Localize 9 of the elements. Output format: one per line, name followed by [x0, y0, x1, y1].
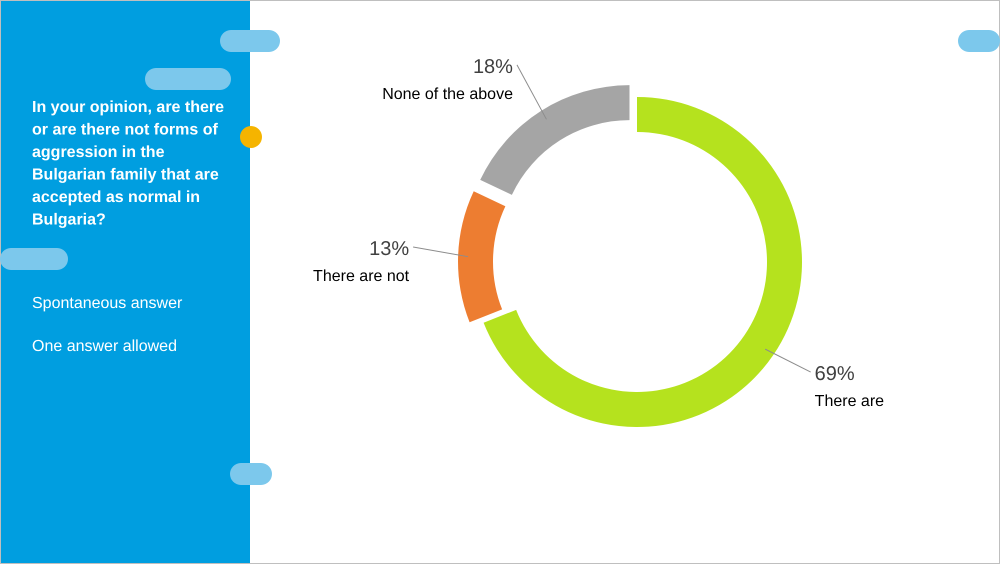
text: In your opinion, are there or are there not forms of aggression in the Bulgarian family that are accepted as normal in Bulgaria?	[32, 99, 224, 228]
slice-label: None of the above	[382, 86, 514, 103]
text: Spontaneous answer	[32, 295, 183, 312]
data-label: 69%	[814, 363, 855, 386]
text: One answer allowed	[32, 338, 177, 355]
slice-label: There are not	[313, 268, 410, 285]
data-label: 18%	[472, 56, 514, 78]
data-label: 13%	[369, 238, 410, 260]
slice-label: There are	[814, 393, 884, 410]
